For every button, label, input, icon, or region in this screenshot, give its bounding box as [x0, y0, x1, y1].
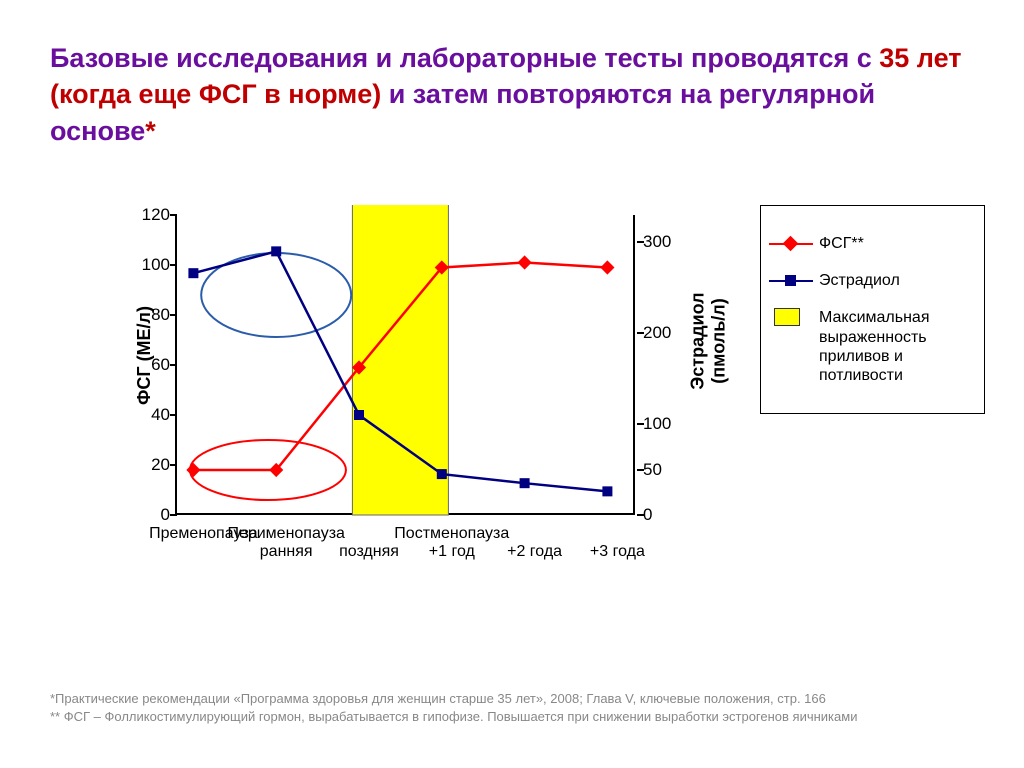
chart-area: ФСГ (МЕ/л) Эстрадиол (пмоль/л) Пременопа…	[40, 205, 740, 585]
y-left-tick	[170, 414, 177, 416]
y-left-tick	[170, 314, 177, 316]
y-right-tick-label: 300	[643, 232, 683, 252]
footnote: *Практические рекомендации «Программа зд…	[50, 690, 994, 726]
legend-label: Максимальная выраженность приливов и пот…	[819, 308, 976, 385]
y-left-tick	[170, 264, 177, 266]
y-right-tick-label: 100	[643, 414, 683, 434]
y-right-tick	[637, 332, 644, 334]
y-right-tick-label: 200	[643, 323, 683, 343]
y-axis-right-label: Эстрадиол (пмоль/л)	[688, 292, 730, 389]
y-left-tick-label: 80	[140, 305, 170, 325]
y-left-tick-label: 20	[140, 455, 170, 475]
title-part1: Базовые исследования и лабораторные тест…	[50, 43, 879, 73]
chart-title: Базовые исследования и лабораторные тест…	[50, 40, 974, 149]
y-right-tick	[637, 514, 644, 516]
title-star: *	[145, 116, 156, 146]
y-right-tick-label: 0	[643, 505, 683, 525]
y-right-tick-label: 50	[643, 460, 683, 480]
y-right-tick	[637, 423, 644, 425]
plot-box	[175, 215, 635, 515]
y-right-tick	[637, 469, 644, 471]
y-left-tick	[170, 464, 177, 466]
y-right-tick	[637, 241, 644, 243]
legend-item: Максимальная выраженность приливов и пот…	[769, 308, 976, 385]
y-left-tick	[170, 514, 177, 516]
legend-label: ФСГ**	[819, 234, 864, 253]
y-left-tick-label: 0	[140, 505, 170, 525]
footnote-line1: *Практические рекомендации «Программа зд…	[50, 690, 994, 708]
y-left-tick-label: 40	[140, 405, 170, 425]
legend-point	[783, 236, 799, 252]
footnote-line2: ** ФСГ – Фолликостимулирующий гормон, вы…	[50, 708, 994, 726]
legend-point	[785, 275, 796, 286]
legend-item: Эстрадиол	[769, 271, 976, 290]
y-left-tick-label: 100	[140, 255, 170, 275]
legend-marker	[769, 273, 813, 289]
legend-label: Эстрадиол	[819, 271, 900, 290]
y-left-tick-label: 120	[140, 205, 170, 225]
legend-marker	[769, 310, 813, 326]
y-left-tick-label: 60	[140, 355, 170, 375]
legend-swatch	[774, 308, 800, 326]
legend-marker	[769, 236, 813, 252]
x-tick-label: +3 года	[557, 525, 677, 561]
legend: ФСГ** Эстрадиол Максимальная выраженность …	[760, 205, 985, 414]
y-left-tick	[170, 364, 177, 366]
plot-right-axis	[633, 215, 635, 513]
y-left-tick	[170, 214, 177, 216]
legend-item: ФСГ**	[769, 234, 976, 253]
